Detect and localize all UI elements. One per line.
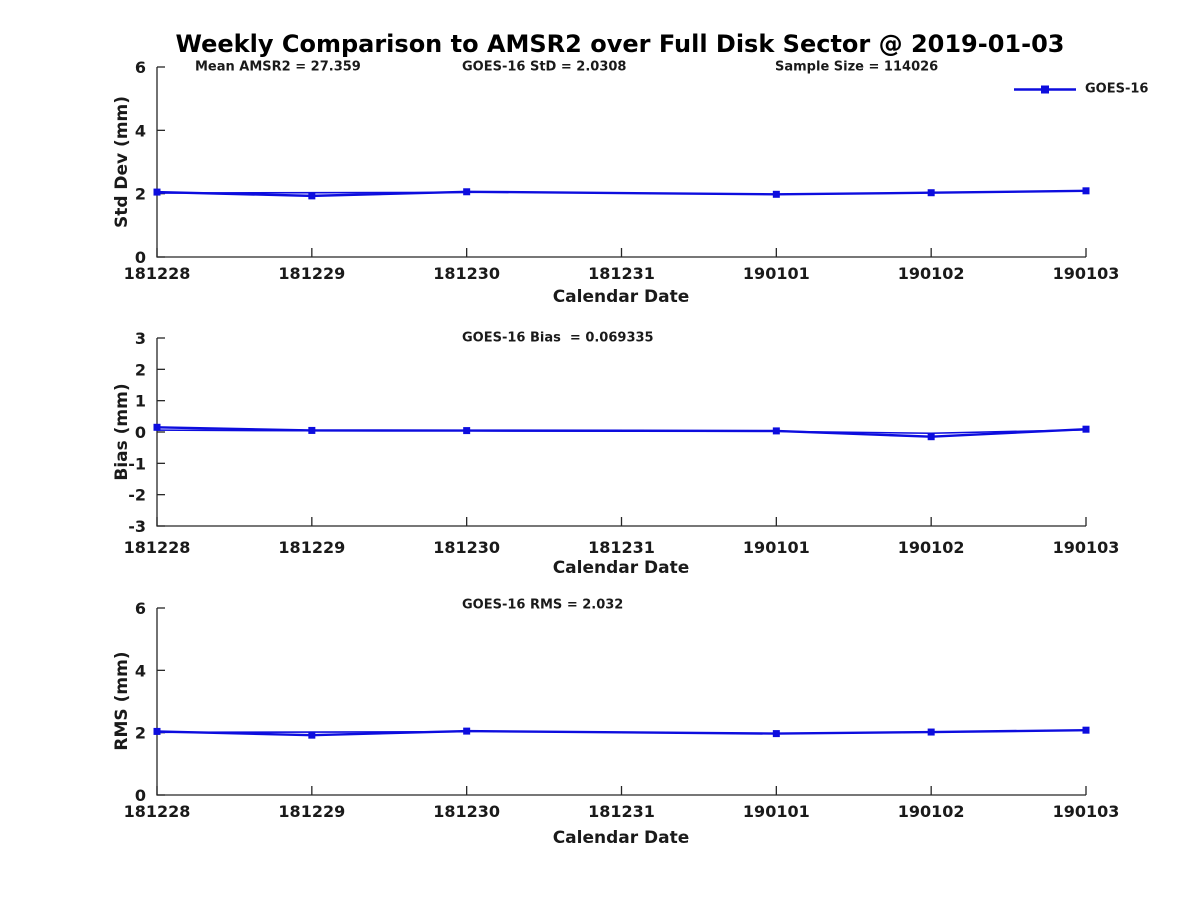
std-dev-panel-annotation-1: GOES-16 StD = 2.0308	[462, 59, 627, 75]
x-tick-label: 190102	[898, 264, 965, 283]
x-tick-label: 190101	[743, 802, 810, 821]
ylabel-bias: Bias (mm)	[112, 383, 132, 481]
std-dev-panel-line-overlay	[156, 191, 468, 194]
bias-panel-annotation-0: GOES-16 Bias = 0.069335	[462, 330, 654, 346]
y-tick-label: -3	[128, 517, 146, 536]
x-tick-label: 181229	[278, 538, 345, 557]
std-dev-panel-line-main	[155, 189, 1088, 198]
y-tick-label: -2	[128, 486, 146, 505]
xlabel-bias: Calendar Date	[552, 558, 690, 578]
y-tick-label: 4	[135, 121, 146, 140]
x-tick-label: 181228	[124, 538, 191, 557]
std-dev-panel-annotation-2: Sample Size = 114026	[775, 59, 939, 75]
data-point-marker	[927, 189, 935, 197]
data-point-marker	[308, 731, 316, 739]
data-point-marker	[772, 190, 780, 198]
data-point-marker	[772, 730, 780, 738]
x-tick-label: 181229	[278, 264, 345, 283]
y-tick-label: 2	[135, 185, 146, 204]
bias-panel-line-main	[155, 426, 1088, 438]
data-point-marker	[153, 727, 161, 735]
rms-panel-line-main	[155, 728, 1088, 737]
y-tick-label: -1	[128, 454, 146, 473]
xlabel-std-dev: Calendar Date	[552, 287, 690, 307]
y-tick-label: 0	[135, 423, 146, 442]
rms-panel-annotation-0: GOES-16 RMS = 2.032	[462, 597, 624, 613]
legend-marker-icon	[1014, 85, 1076, 93]
legend: GOES-16	[1013, 82, 1148, 97]
page-title: Weekly Comparison to AMSR2 over Full Dis…	[175, 30, 1065, 58]
xlabel-rms: Calendar Date	[552, 828, 690, 848]
y-tick-label: 6	[135, 58, 146, 77]
x-tick-label: 181230	[433, 264, 500, 283]
data-point-marker	[308, 192, 316, 200]
ylabel-rms: RMS (mm)	[112, 651, 132, 751]
x-tick-label: 190103	[1053, 538, 1120, 557]
x-tick-label: 190102	[898, 538, 965, 557]
data-point-marker	[1082, 187, 1090, 195]
x-tick-label: 190103	[1053, 264, 1120, 283]
x-tick-label: 190102	[898, 802, 965, 821]
x-tick-label: 181229	[278, 802, 345, 821]
y-tick-label: 6	[135, 599, 146, 618]
rms-panel-axes	[156, 608, 1086, 796]
bias-panel-axes	[156, 338, 1086, 527]
x-tick-label: 181230	[433, 802, 500, 821]
data-point-marker	[153, 188, 161, 196]
data-point-marker	[1082, 726, 1090, 734]
y-tick-label: 2	[135, 360, 146, 379]
x-tick-label: 181228	[124, 802, 191, 821]
x-tick-label: 181231	[588, 538, 655, 557]
std-dev-panel-axes	[156, 67, 1086, 258]
x-tick-label: 181231	[588, 802, 655, 821]
x-tick-label: 181230	[433, 538, 500, 557]
y-tick-label: 2	[135, 724, 146, 743]
rms-panel-line-overlay	[156, 730, 468, 734]
x-tick-label: 190103	[1053, 802, 1120, 821]
x-tick-label: 181228	[124, 264, 191, 283]
data-point-marker	[927, 433, 935, 441]
x-tick-label: 190101	[743, 264, 810, 283]
data-point-marker	[927, 728, 935, 736]
bias-panel-line-overlay	[156, 429, 1087, 435]
y-tick-label: 3	[135, 329, 146, 348]
y-tick-label: 4	[135, 661, 146, 680]
y-tick-label: 1	[135, 392, 146, 411]
y-tick-label: 0	[135, 248, 146, 267]
x-tick-label: 190101	[743, 538, 810, 557]
ylabel-std-dev: Std Dev (mm)	[112, 95, 132, 229]
std-dev-panel-annotation-0: Mean AMSR2 = 27.359	[195, 59, 361, 75]
x-tick-label: 181231	[588, 264, 655, 283]
data-point-marker	[153, 423, 161, 431]
legend-label: GOES-16	[1085, 81, 1149, 97]
y-tick-label: 0	[135, 786, 146, 805]
